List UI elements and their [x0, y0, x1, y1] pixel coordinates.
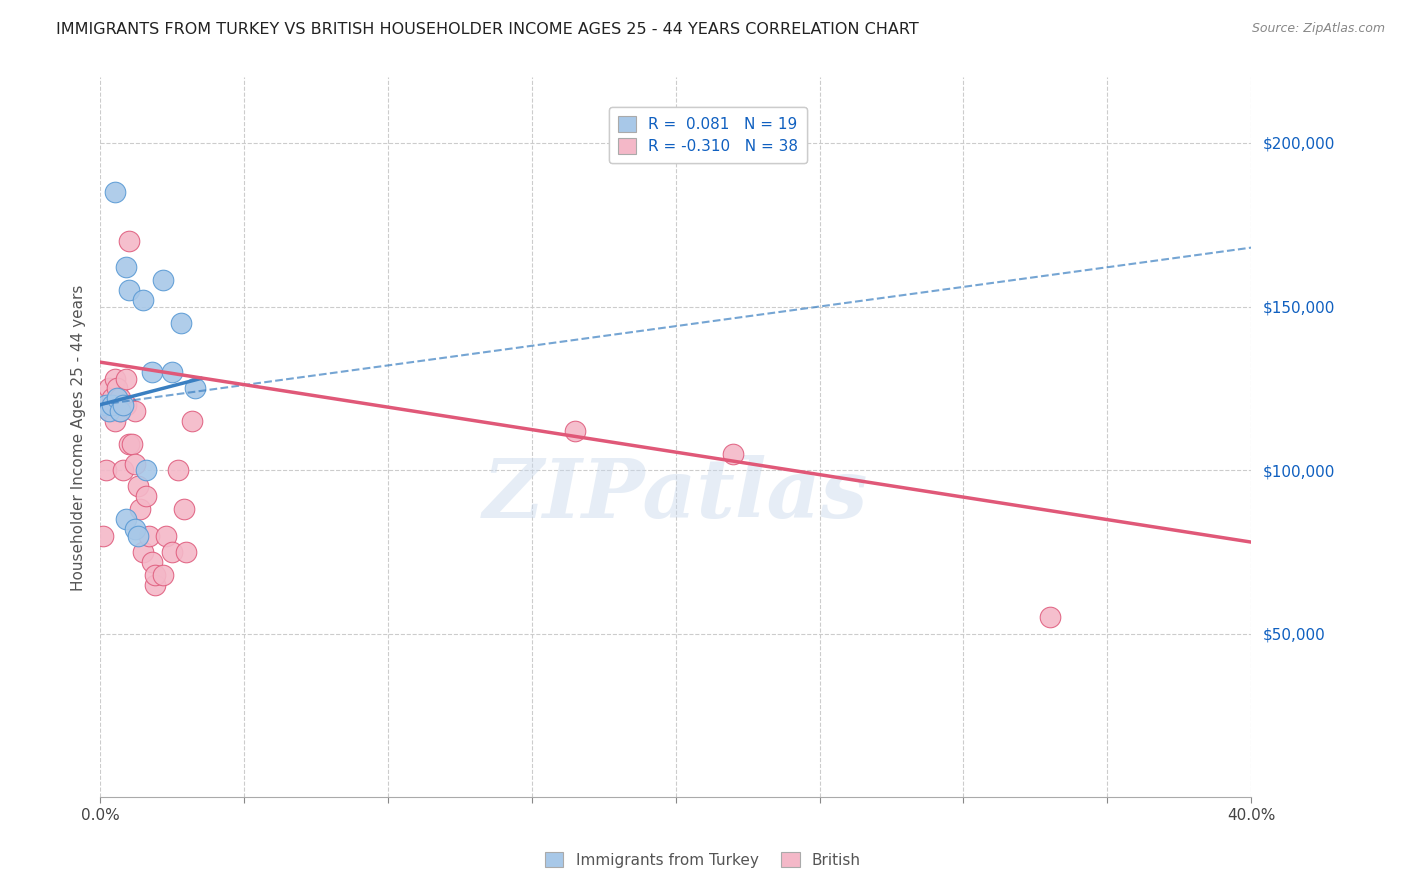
- Point: [100, 391, 122, 405]
- Point: [118, 283, 141, 297]
- Point: [135, 463, 157, 477]
- Point: [118, 437, 141, 451]
- Legend: Immigrants from Turkey, British: Immigrants from Turkey, British: [537, 844, 869, 875]
- Point: [127, 479, 149, 493]
- Text: ZIPatlas: ZIPatlas: [482, 455, 869, 535]
- Point: [143, 567, 166, 582]
- Point: [105, 381, 128, 395]
- Point: [118, 234, 141, 248]
- Point: [176, 545, 198, 559]
- Point: [141, 365, 163, 379]
- Point: [121, 437, 143, 451]
- Point: [110, 404, 132, 418]
- Point: [1039, 610, 1062, 624]
- Point: [103, 185, 125, 199]
- Point: [124, 457, 146, 471]
- Point: [166, 463, 188, 477]
- Point: [97, 404, 120, 418]
- Point: [115, 512, 138, 526]
- Point: [132, 293, 155, 307]
- Point: [152, 567, 174, 582]
- Point: [143, 577, 166, 591]
- Point: [105, 398, 128, 412]
- Point: [152, 273, 174, 287]
- Point: [124, 404, 146, 418]
- Point: [112, 463, 135, 477]
- Point: [112, 398, 135, 412]
- Y-axis label: Householder Income Ages 25 - 44 years: Householder Income Ages 25 - 44 years: [72, 285, 86, 591]
- Point: [105, 391, 128, 405]
- Point: [103, 414, 125, 428]
- Point: [127, 528, 149, 542]
- Point: [132, 545, 155, 559]
- Point: [94, 463, 117, 477]
- Point: [564, 424, 586, 438]
- Point: [97, 404, 120, 418]
- Text: IMMIGRANTS FROM TURKEY VS BRITISH HOUSEHOLDER INCOME AGES 25 - 44 YEARS CORRELAT: IMMIGRANTS FROM TURKEY VS BRITISH HOUSEH…: [56, 22, 920, 37]
- Point: [115, 260, 138, 275]
- Point: [115, 398, 138, 412]
- Point: [94, 398, 117, 412]
- Point: [103, 371, 125, 385]
- Text: Source: ZipAtlas.com: Source: ZipAtlas.com: [1251, 22, 1385, 36]
- Point: [723, 447, 745, 461]
- Legend: R =  0.081   N = 19, R = -0.310   N = 38: R = 0.081 N = 19, R = -0.310 N = 38: [609, 107, 807, 163]
- Point: [91, 528, 114, 542]
- Point: [138, 528, 160, 542]
- Point: [129, 502, 152, 516]
- Point: [124, 522, 146, 536]
- Point: [170, 316, 193, 330]
- Point: [135, 489, 157, 503]
- Point: [160, 365, 183, 379]
- Point: [110, 404, 132, 418]
- Point: [100, 398, 122, 412]
- Point: [155, 528, 177, 542]
- Point: [184, 381, 207, 395]
- Point: [173, 502, 195, 516]
- Point: [160, 545, 183, 559]
- Point: [110, 391, 132, 405]
- Point: [141, 555, 163, 569]
- Point: [100, 404, 122, 418]
- Point: [181, 414, 204, 428]
- Point: [97, 381, 120, 395]
- Point: [115, 371, 138, 385]
